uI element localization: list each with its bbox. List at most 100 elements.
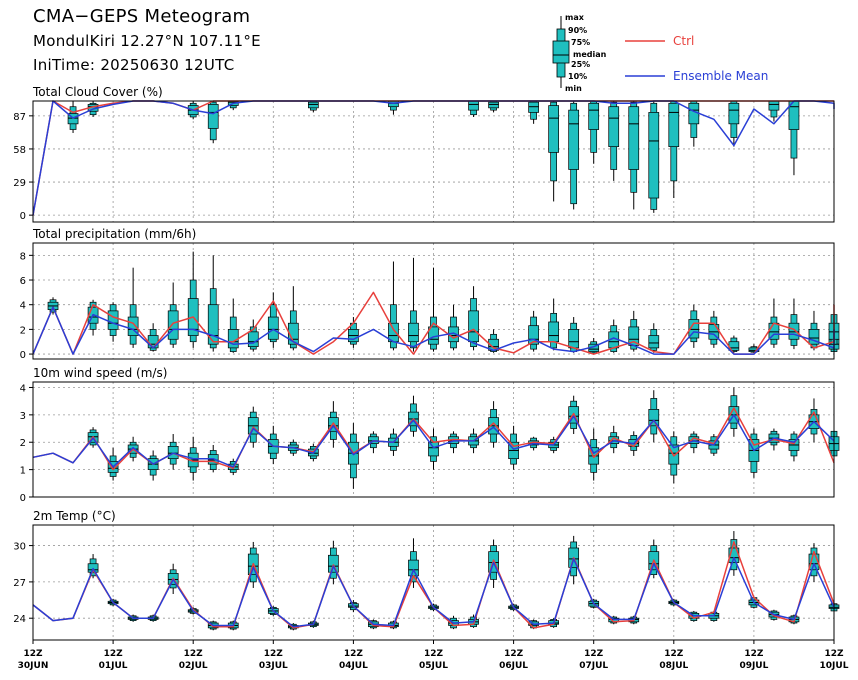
y-tick-label: 58 <box>13 145 26 156</box>
panel-frame <box>32 242 835 360</box>
box-p25-p75 <box>688 319 700 339</box>
box-p25-p75 <box>788 322 800 340</box>
y-tick-label: 8 <box>20 251 26 262</box>
ctrl-line <box>32 291 835 355</box>
box-whisker <box>408 395 419 437</box>
x-tick-hour: 12Z <box>424 649 444 659</box>
x-tick-date: 06JUL <box>499 661 528 671</box>
box-whisker <box>668 431 680 484</box>
box-whisker <box>287 286 299 351</box>
box-whisker <box>388 261 399 351</box>
panel-3: 2m Temp (°C) 24 27 30 <box>13 509 840 641</box>
box-p25-p75 <box>588 102 600 130</box>
x-tick-date: 30JUN <box>18 661 49 671</box>
x-tick-date: 05JUL <box>419 661 448 671</box>
box-p25-p75 <box>267 316 279 340</box>
box-whisker <box>528 310 539 352</box>
box-p25-p75 <box>528 101 539 113</box>
box-p25-p75 <box>568 109 580 170</box>
legend-mean-label: Ensemble Mean <box>673 69 768 83</box>
panel-title: Total Cloud Cover (%) <box>32 85 163 99</box>
panel-title: 2m Temp (°C) <box>33 509 116 523</box>
box-whisker <box>147 450 159 481</box>
box-whisker <box>688 100 700 147</box>
box-whisker <box>468 286 479 351</box>
box-whisker <box>688 304 700 348</box>
box-whisker <box>448 304 459 351</box>
box-whisker <box>187 251 199 348</box>
panel-frame <box>32 524 835 641</box>
x-tick-date: 09JUL <box>739 661 768 671</box>
box-p25-p75 <box>808 329 820 345</box>
ensemble-mean-line <box>32 556 835 628</box>
box-p25-p75 <box>408 559 419 577</box>
box-p25-p75 <box>207 104 219 129</box>
box-p25-p75 <box>728 102 740 125</box>
x-tick-date: 10JUL <box>820 661 849 671</box>
location-label: MondulKiri 12.27°N 107.11°E <box>33 32 261 50</box>
box-p25-p75 <box>568 329 580 349</box>
box-whisker <box>167 282 179 348</box>
y-tick-label: 6 <box>20 276 26 287</box>
box-whisker <box>628 101 640 210</box>
x-tick-date: 08JUL <box>659 661 688 671</box>
ensemble-mean-line <box>32 100 835 216</box>
x-tick-hour: 12Z <box>104 649 124 659</box>
y-tick-label: 1 <box>20 466 26 477</box>
legend-label-median: median <box>573 50 607 59</box>
y-tick-label: 0 <box>20 350 26 361</box>
x-tick-date: 04JUL <box>339 661 368 671</box>
panel-title: 10m wind speed (m/s) <box>33 366 167 380</box>
legend-label-min: min <box>565 84 582 93</box>
panel-frame <box>32 100 835 223</box>
legend-label-p25: 25% <box>571 60 590 69</box>
y-tick-label: 24 <box>13 614 26 625</box>
box-p25-p75 <box>648 409 660 427</box>
x-tick-hour: 12Z <box>744 649 764 659</box>
box-p25-p75 <box>488 101 499 109</box>
x-tick-hour: 12Z <box>584 649 604 659</box>
box-whisker <box>488 100 499 113</box>
init-time-label: IniTime: 20250630 12UTC <box>33 56 235 74</box>
box-p25-p75 <box>247 331 259 348</box>
y-tick-label: 30 <box>13 542 26 553</box>
panel-2: 10m wind speed (m/s) 0 1 2 3 4 <box>20 366 840 504</box>
box-p25-p75 <box>668 102 680 148</box>
box-p25-p75 <box>107 310 119 330</box>
legend-ctrl-label: Ctrl <box>673 34 694 48</box>
box-whisker <box>247 319 259 352</box>
box-whisker <box>428 428 439 470</box>
y-tick-label: 0 <box>20 493 26 504</box>
legend-label-p10: 10% <box>568 72 587 81</box>
panel-title: Total precipitation (mm/6h) <box>32 227 196 241</box>
box-whisker <box>788 431 800 462</box>
box-whisker <box>528 100 539 124</box>
y-tick-label: 2 <box>20 325 26 336</box>
box-p25-p75 <box>167 310 179 340</box>
x-tick-date: 07JUL <box>579 661 608 671</box>
box-whisker <box>728 387 740 437</box>
box-p25-p75 <box>227 329 239 349</box>
box-whisker <box>488 401 499 448</box>
x-tick-hour: 12Z <box>184 649 204 659</box>
y-tick-label: 4 <box>20 301 26 312</box>
box-whisker <box>408 538 419 588</box>
panel-frame <box>32 381 835 498</box>
box-whisker <box>648 323 660 353</box>
chart-title: CMA−GEPS Meteogram <box>33 6 251 27</box>
legend: max 90% 75% median 25% 10% min Ctrl Ense… <box>552 13 768 93</box>
x-tick-hour: 12Z <box>23 649 43 659</box>
box-whisker <box>167 434 179 470</box>
box-whisker <box>608 101 620 181</box>
y-tick-label: 0 <box>20 211 26 222</box>
box-whisker <box>728 335 740 353</box>
x-tick-hour: 12Z <box>824 649 844 659</box>
box-whisker <box>748 428 760 478</box>
box-whisker <box>648 101 660 213</box>
panels: Total Cloud Cover (%) 0 29 58 87 Total precip… <box>13 85 840 641</box>
box-p25-p75 <box>688 102 700 125</box>
x-tick-date: 02JUL <box>179 661 208 671</box>
box-p25-p75 <box>648 335 660 349</box>
x-tick-date: 01JUL <box>99 661 128 671</box>
box-whisker <box>588 100 600 164</box>
